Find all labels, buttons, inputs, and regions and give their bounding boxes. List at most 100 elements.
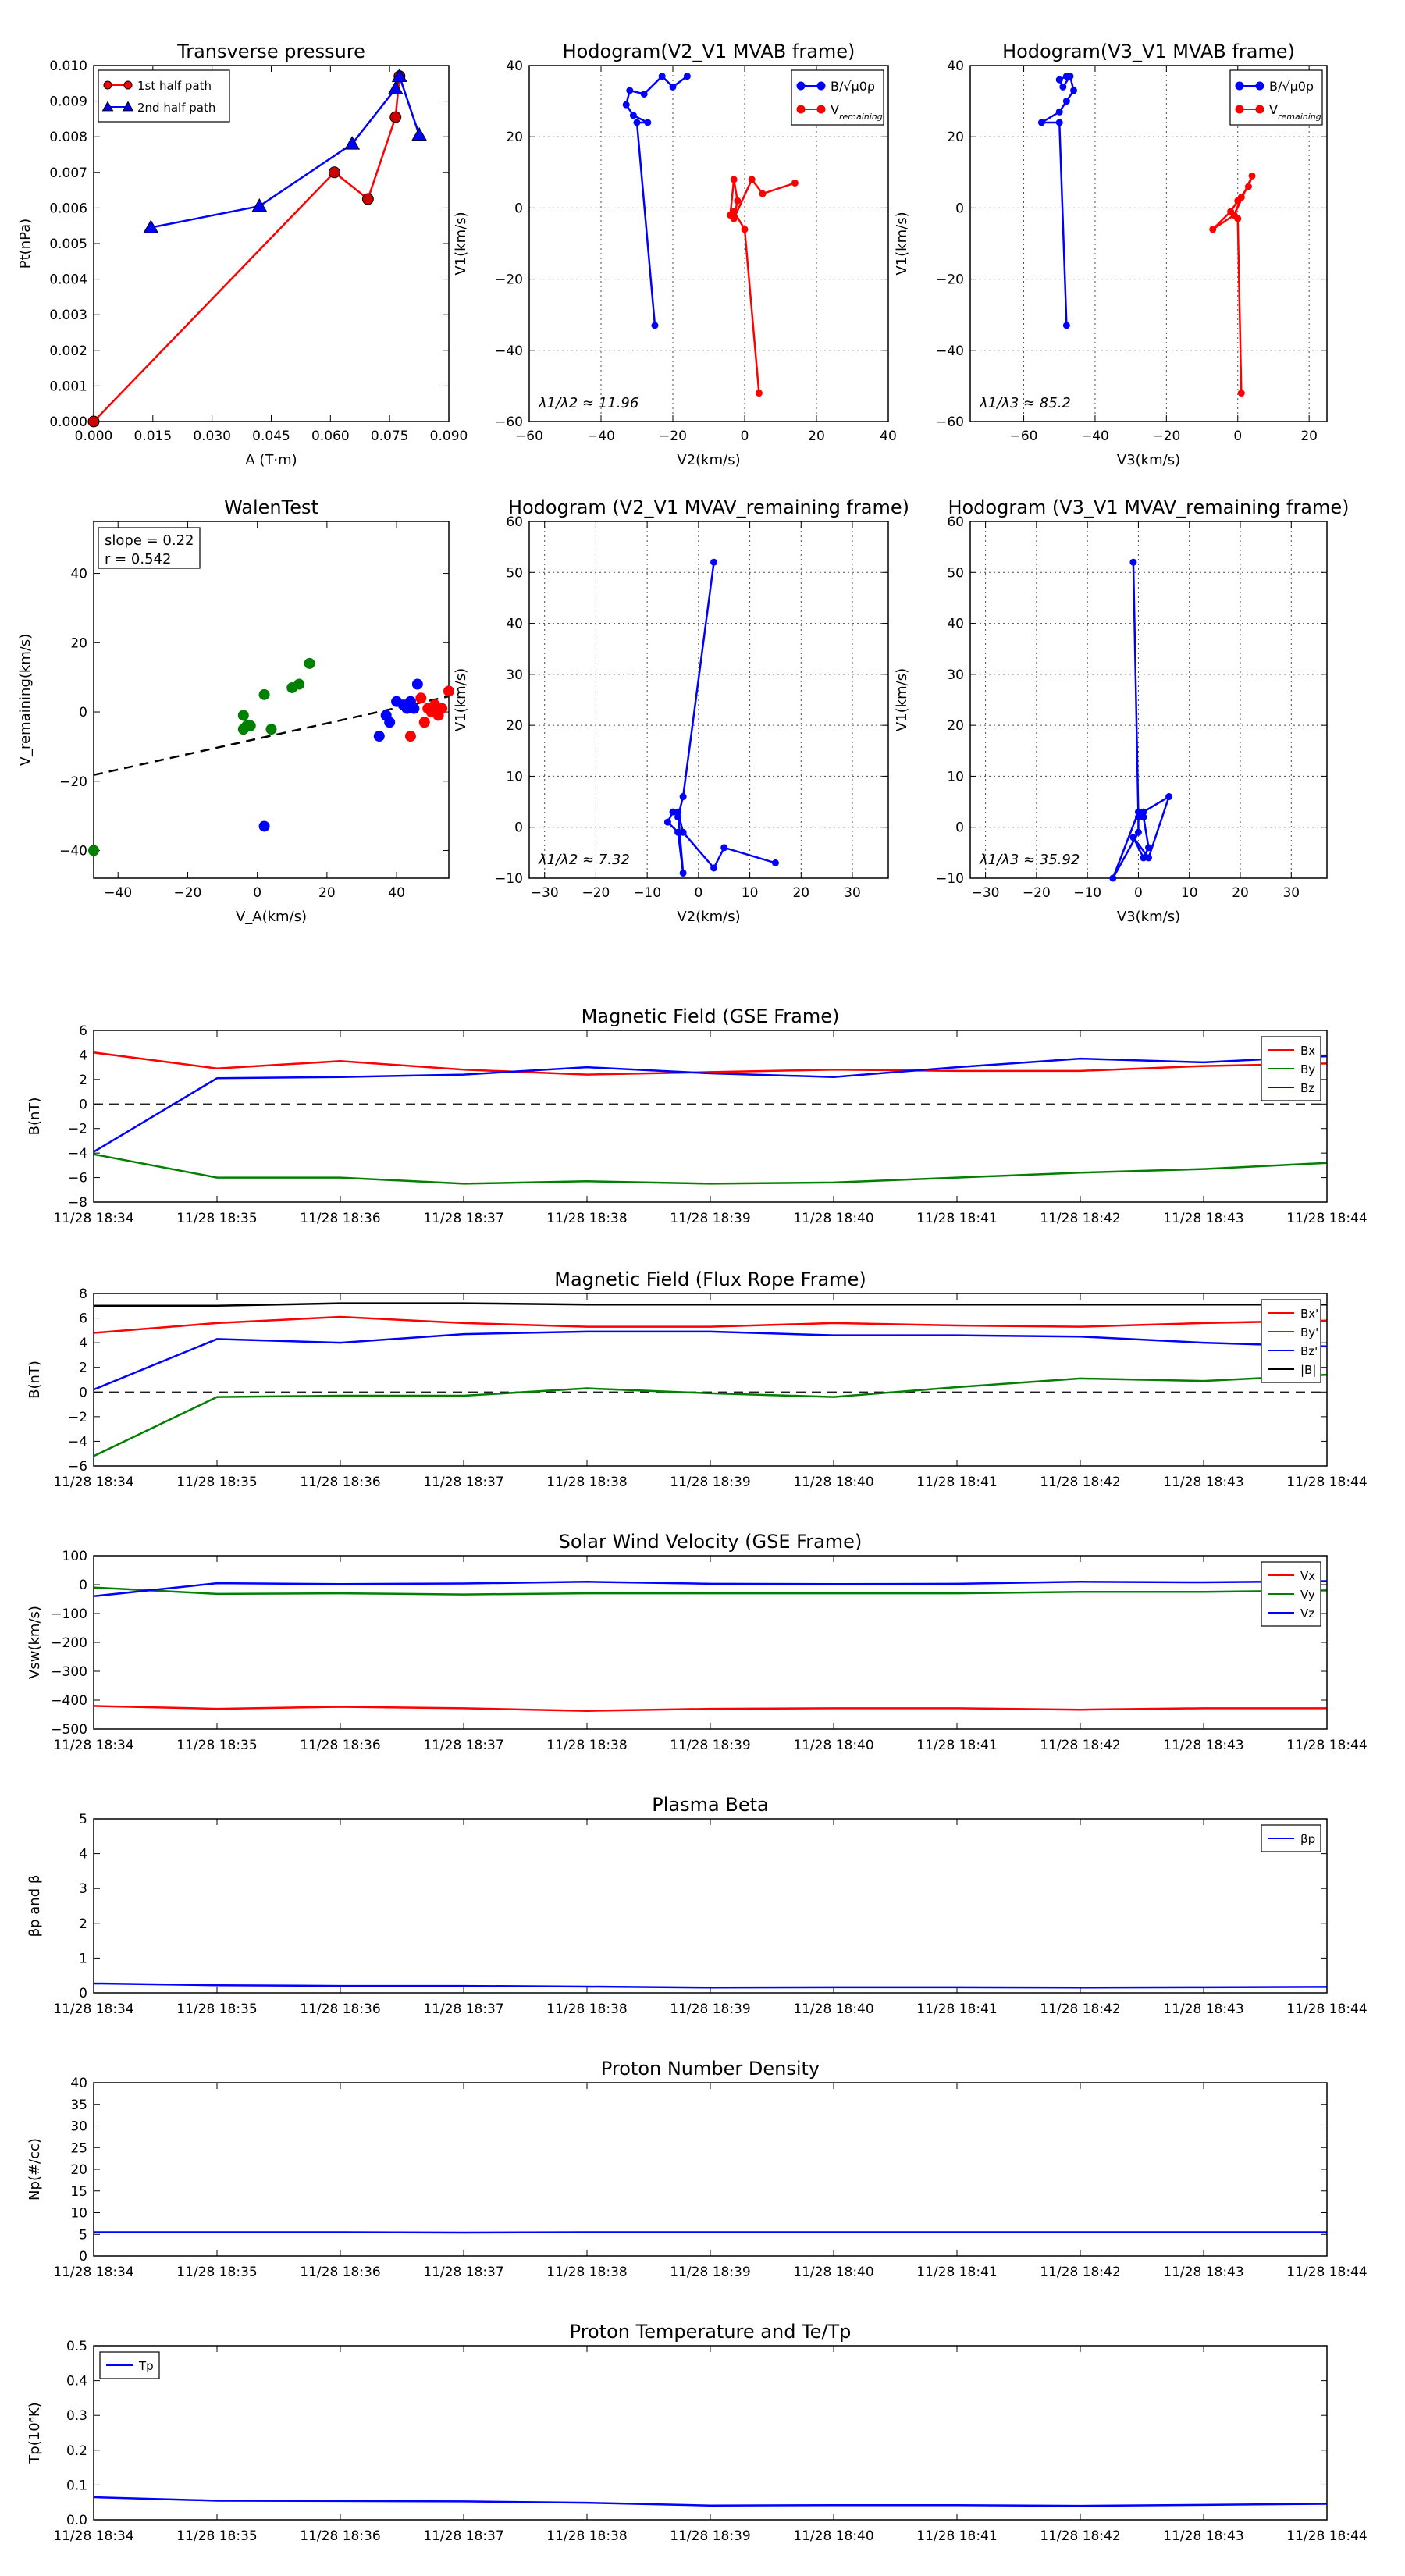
y-tick-label: −60 bbox=[495, 415, 523, 430]
x-tick-label: 11/28 18:39 bbox=[670, 2001, 750, 2017]
x-tick-label: 11/28 18:43 bbox=[1163, 1475, 1243, 1490]
x-tick-label: 0.090 bbox=[430, 429, 468, 444]
x-tick-label: 11/28 18:40 bbox=[793, 2001, 873, 2017]
y-tick-label: −40 bbox=[495, 343, 523, 359]
series-line-Vz bbox=[93, 1580, 1328, 1598]
x-tick-label: 11/28 18:42 bbox=[1040, 2528, 1120, 2544]
y-tick-label: −100 bbox=[51, 1606, 87, 1622]
plot-frame bbox=[528, 521, 889, 879]
plot-frame bbox=[93, 1555, 1328, 1730]
x-tick-label: −20 bbox=[582, 885, 610, 901]
data-point bbox=[122, 101, 134, 112]
chart-title: Hodogram(V3_V1 MVAB frame) bbox=[1002, 41, 1295, 62]
series-line-Np bbox=[94, 2231, 1327, 2234]
data-point bbox=[730, 176, 738, 183]
series-line-2nd half path bbox=[151, 73, 421, 229]
y-tick-label: 0 bbox=[79, 1578, 87, 1593]
chart-title: Proton Number Density bbox=[601, 2058, 820, 2080]
y-tick-label: 40 bbox=[70, 2076, 87, 2091]
x-tick-label: 11/28 18:42 bbox=[1040, 2001, 1120, 2017]
x-tick-label: 11/28 18:36 bbox=[300, 1211, 380, 1226]
y-tick-label: −40 bbox=[936, 343, 964, 359]
series-line-Bx bbox=[93, 1051, 1328, 1076]
x-axis-label: V2(km/s) bbox=[677, 452, 740, 468]
data-point bbox=[328, 166, 340, 179]
data-point bbox=[796, 81, 806, 91]
x-tick-label: 11/28 18:36 bbox=[300, 2265, 380, 2280]
x-tick-label: 11/28 18:38 bbox=[546, 2528, 627, 2544]
x-tick-label: 11/28 18:38 bbox=[546, 2265, 627, 2280]
x-tick-label: 11/28 18:39 bbox=[670, 2528, 750, 2544]
data-point bbox=[143, 219, 159, 233]
x-tick-label: 11/28 18:40 bbox=[793, 1738, 873, 1753]
y-tick-label: −4 bbox=[68, 1434, 87, 1450]
y-tick-label: 20 bbox=[947, 130, 964, 145]
x-tick-label: 11/28 18:41 bbox=[916, 2001, 997, 2017]
y-tick-label: 35 bbox=[70, 2097, 87, 2113]
chart-transverse-pressure: Transverse pressure 0.000 0.001 0.002 0.003 0… bbox=[17, 41, 468, 468]
x-axis-label: V3(km/s) bbox=[1117, 909, 1180, 925]
x-tick-label: 30 bbox=[844, 885, 861, 901]
data-point bbox=[361, 193, 374, 205]
data-point bbox=[237, 710, 249, 721]
data-point bbox=[796, 105, 806, 114]
data-point bbox=[1255, 81, 1264, 91]
data-point bbox=[88, 845, 99, 856]
data-point bbox=[258, 688, 270, 700]
legend-label: |B| bbox=[1300, 1363, 1316, 1377]
y-tick-label: 0 bbox=[514, 820, 523, 836]
x-tick-label: −10 bbox=[1073, 885, 1101, 901]
legend-box bbox=[1229, 69, 1323, 126]
data-point bbox=[1237, 194, 1245, 201]
x-tick-label: 11/28 18:34 bbox=[53, 2528, 133, 2544]
chart-hodogram-v3-mvab: Hodogram(V3_V1 MVAB frame) −60 −40 −20 0 20 40… bbox=[894, 41, 1328, 468]
x-tick-label: −60 bbox=[515, 429, 543, 444]
data-point bbox=[710, 558, 718, 566]
legend-label: 1st half path bbox=[137, 79, 212, 93]
x-tick-label: 11/28 18:41 bbox=[916, 2265, 997, 2280]
y-tick-label: 0.003 bbox=[49, 308, 87, 323]
y-tick-label: 0.009 bbox=[49, 94, 87, 110]
y-tick-label: 30 bbox=[70, 2119, 87, 2135]
data-point bbox=[640, 90, 648, 98]
series-line-Bx' bbox=[93, 1315, 1328, 1334]
y-tick-label: 5 bbox=[79, 2227, 87, 2243]
y-tick-label: 0.3 bbox=[66, 2408, 87, 2424]
x-tick-label: 11/28 18:35 bbox=[176, 1475, 257, 1490]
plot-frame bbox=[93, 1818, 1328, 1994]
data-point bbox=[1237, 390, 1245, 397]
x-tick-label: 11/28 18:44 bbox=[1286, 2528, 1367, 2544]
series-line-Bz' bbox=[93, 1330, 1328, 1391]
x-tick-label: 11/28 18:41 bbox=[916, 1738, 997, 1753]
y-axis-label: V1(km/s) bbox=[894, 668, 910, 731]
x-tick-label: 11/28 18:41 bbox=[916, 1475, 997, 1490]
data-point bbox=[1230, 212, 1238, 219]
data-point bbox=[1062, 322, 1070, 329]
data-point bbox=[679, 828, 687, 836]
data-point bbox=[651, 322, 659, 329]
plot-frame bbox=[93, 2345, 1328, 2521]
data-point bbox=[258, 820, 270, 832]
y-tick-label: 0.0 bbox=[66, 2513, 87, 2528]
legend-subscript: remaining bbox=[839, 112, 883, 122]
data-point bbox=[251, 198, 268, 212]
y-tick-label: 20 bbox=[947, 718, 964, 734]
x-tick-label: −10 bbox=[633, 885, 661, 901]
x-axis-label: V_A(km/s) bbox=[236, 909, 307, 925]
data-point bbox=[816, 105, 826, 114]
y-tick-label: 0 bbox=[79, 1097, 87, 1112]
x-tick-label: 11/28 18:43 bbox=[1163, 1211, 1243, 1226]
x-tick-label: 11/28 18:35 bbox=[176, 1211, 257, 1226]
data-point bbox=[1134, 828, 1142, 836]
y-tick-label: 0.010 bbox=[49, 59, 87, 74]
x-tick-label: 11/28 18:40 bbox=[793, 1475, 873, 1490]
x-axis-label: A (T·m) bbox=[245, 452, 297, 468]
x-tick-label: 20 bbox=[1300, 429, 1318, 444]
x-tick-label: 11/28 18:40 bbox=[793, 2265, 873, 2280]
x-tick-label: 11/28 18:37 bbox=[423, 2001, 503, 2017]
data-point bbox=[411, 126, 428, 141]
legend-box bbox=[98, 69, 230, 123]
series-line-1st half path bbox=[93, 76, 401, 422]
data-point bbox=[1145, 844, 1152, 852]
